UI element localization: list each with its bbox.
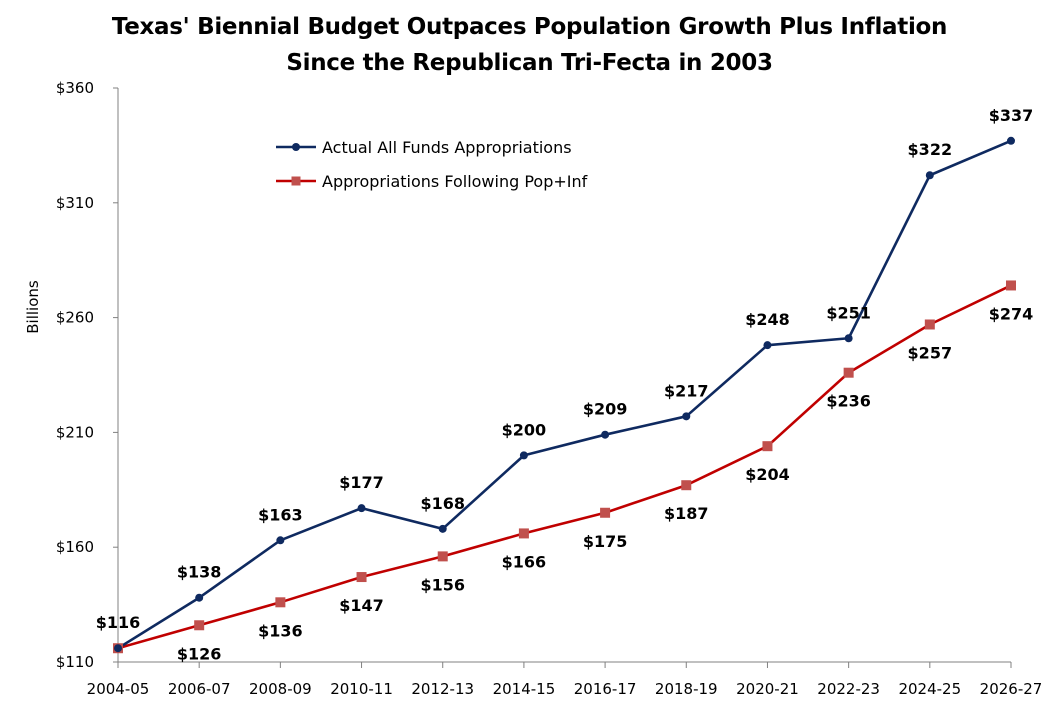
actual-marker (195, 593, 204, 602)
pop-inf-data-label: $236 (826, 392, 871, 411)
actual-marker (357, 504, 366, 513)
x-tick-label: 2018-19 (655, 680, 718, 698)
actual-data-label: $168 (420, 494, 465, 513)
chart-title-line-1: Texas' Biennial Budget Outpaces Populati… (111, 14, 948, 40)
x-tick-label: 2024-25 (898, 680, 961, 698)
pop-inf-data-label: $126 (177, 644, 222, 663)
pop-inf-data-label: $257 (908, 343, 953, 362)
actual-marker (682, 412, 691, 421)
pop-inf-marker (762, 441, 773, 452)
pop-inf-marker (1006, 280, 1016, 291)
legend-marker-actual (292, 143, 300, 151)
actual-data-label: $177 (339, 473, 384, 492)
y-tick-label: $210 (56, 423, 94, 441)
pop-inf-data-label: $175 (583, 532, 628, 551)
y-tick-label: $260 (56, 309, 94, 327)
pop-inf-data-label: $136 (258, 621, 303, 640)
actual-marker (276, 536, 285, 545)
pop-inf-data-label: $156 (420, 575, 465, 594)
actual-data-label: $138 (177, 563, 222, 582)
x-tick-label: 2020-21 (736, 680, 799, 698)
actual-data-label: $200 (502, 420, 547, 439)
actual-data-label: $209 (583, 400, 628, 419)
chart-title-line-2: Since the Republican Tri-Fecta in 2003 (286, 50, 773, 76)
y-tick-label: $310 (56, 194, 94, 212)
actual-marker (519, 451, 528, 460)
actual-marker (844, 334, 853, 343)
x-tick-label: 2016-17 (574, 680, 637, 698)
actual-data-label: $337 (989, 106, 1034, 125)
pop-inf-marker (600, 507, 611, 518)
actual-data-label: $163 (258, 505, 303, 524)
x-tick-label: 2022-23 (817, 680, 880, 698)
y-tick-label: $360 (56, 79, 94, 97)
pop-inf-marker (518, 528, 529, 539)
actual-marker (1007, 136, 1015, 145)
x-tick-label: 2004-05 (87, 680, 150, 698)
actual-data-label: $116 (96, 613, 141, 632)
series-line-actual (117, 139, 1012, 650)
pop-inf-marker (437, 551, 448, 562)
pop-inf-data-label: $204 (745, 465, 790, 484)
actual-marker (763, 341, 772, 350)
x-tick-label: 2006-07 (168, 680, 231, 698)
pop-inf-marker (275, 597, 286, 608)
actual-data-label: $248 (745, 310, 790, 329)
actual-data-label: $217 (664, 381, 709, 400)
pop-inf-data-label: $274 (989, 304, 1034, 323)
x-tick-label: 2012-13 (411, 680, 474, 698)
actual-data-label: $322 (908, 140, 953, 159)
x-tick-label: 2010-11 (330, 680, 393, 698)
y-tick-label: $110 (56, 653, 94, 671)
pop-inf-data-label: $187 (664, 504, 709, 523)
pop-inf-marker (356, 572, 367, 583)
legend-marker-pop-inf (291, 176, 301, 186)
pop-inf-marker (681, 480, 692, 491)
y-tick-label: $160 (56, 538, 94, 556)
actual-marker (438, 524, 447, 533)
pop-inf-data-label: $166 (502, 552, 547, 571)
x-tick-label: 2008-09 (249, 680, 312, 698)
actual-marker (114, 644, 122, 653)
pop-inf-marker (843, 367, 854, 378)
pop-inf-marker (194, 620, 205, 631)
legend-label-pop-inf: Appropriations Following Pop+Inf (322, 172, 588, 191)
y-axis-title: Billions (24, 280, 42, 334)
actual-data-label: $251 (826, 303, 871, 322)
x-tick-label: 2014-15 (493, 680, 556, 698)
pop-inf-marker (924, 319, 935, 330)
legend-label-actual: Actual All Funds Appropriations (322, 138, 572, 157)
pop-inf-data-label: $147 (339, 596, 384, 615)
actual-marker (925, 171, 934, 180)
x-tick-label: 2026-27 (980, 680, 1043, 698)
series-line-pop-inf (117, 284, 1012, 650)
actual-marker (601, 430, 610, 439)
